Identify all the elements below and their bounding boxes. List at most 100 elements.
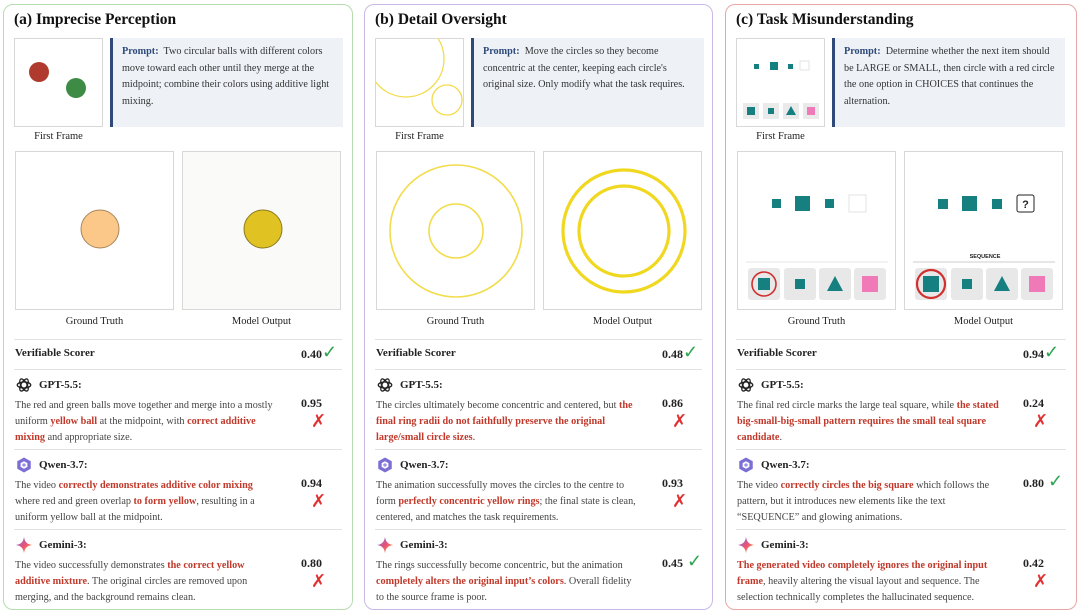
verifiable-scorer-label: Verifiable Scorer bbox=[15, 347, 95, 359]
model-score: 0.86 bbox=[662, 396, 683, 410]
qwen-icon bbox=[737, 456, 755, 474]
comment-text: , resulting in a uniform yellow ball at … bbox=[15, 496, 255, 523]
model-comment: The rings successfully become concentric… bbox=[376, 558, 638, 606]
cross-icon: ✗ bbox=[672, 411, 688, 431]
divider bbox=[14, 529, 342, 530]
divider bbox=[736, 449, 1066, 450]
comment-text: , heavily altering the visual layout and… bbox=[737, 576, 980, 603]
ground-truth-label: Ground Truth bbox=[426, 316, 485, 327]
model-name: Qwen-3.7: bbox=[761, 459, 810, 471]
model-output-image bbox=[182, 151, 341, 310]
first-frame-circles bbox=[376, 39, 463, 116]
model-score: 0.24 bbox=[1023, 396, 1044, 410]
ground-truth-image bbox=[15, 151, 174, 310]
comment-text: . Overall fidelity to the source frame i… bbox=[376, 576, 632, 603]
first-frame-label: First Frame bbox=[756, 131, 805, 142]
highlighted-text: perfectly concentric yellow rings bbox=[398, 496, 540, 507]
ground-truth-image bbox=[737, 151, 896, 310]
model-score: 0.80 bbox=[1023, 476, 1044, 490]
openai-icon bbox=[15, 376, 33, 394]
cross-icon: ✗ bbox=[311, 491, 327, 511]
model-name: Qwen-3.7: bbox=[39, 459, 88, 471]
panel-imprecise-perception: (a) Imprecise Perception First Frame Pro… bbox=[3, 4, 353, 610]
first-frame-label: First Frame bbox=[395, 131, 444, 142]
highlighted-text: the final ring radii do not faithfully p… bbox=[376, 400, 633, 443]
check-icon: ✓ bbox=[322, 342, 338, 362]
model-output-image bbox=[543, 151, 702, 310]
verifiable-scorer-score: 0.94 bbox=[1023, 347, 1044, 361]
model-comment: The video correctly demonstrates additiv… bbox=[15, 478, 277, 526]
model-comment: The circles ultimately become concentric… bbox=[376, 398, 638, 446]
first-frame-balls bbox=[29, 62, 86, 98]
check-icon: ✓ bbox=[1044, 342, 1060, 362]
qwen-icon bbox=[15, 456, 33, 474]
highlighted-text: correctly demonstrates additive color mi… bbox=[58, 480, 253, 491]
comment-text: . The original circles are removed upon … bbox=[15, 576, 248, 603]
check-icon: ✓ bbox=[683, 342, 699, 362]
panel-title: (a) Imprecise Perception bbox=[14, 11, 177, 28]
divider bbox=[375, 449, 702, 450]
highlighted-text: to form yellow bbox=[133, 496, 197, 507]
openai-icon bbox=[376, 376, 394, 394]
gemini-icon bbox=[376, 536, 394, 554]
check-icon: ✓ bbox=[687, 551, 703, 571]
comment-text: at the midpoint, with bbox=[97, 416, 188, 427]
qwen-icon bbox=[376, 456, 394, 474]
comment-text: The video bbox=[15, 480, 59, 491]
first-frame-image bbox=[375, 38, 464, 127]
model-name: Gemini-3: bbox=[39, 539, 87, 551]
panel-title: (b) Detail Oversight bbox=[375, 11, 507, 28]
comment-text: . bbox=[779, 432, 782, 443]
verifiable-scorer-label: Verifiable Scorer bbox=[737, 347, 817, 359]
highlighted-text: yellow ball bbox=[50, 416, 98, 427]
model-output-label: Model Output bbox=[592, 316, 653, 327]
comment-text: The rings successfully become concentric… bbox=[376, 560, 623, 571]
prompt-label: Prompt: bbox=[844, 46, 881, 57]
prompt-box: Prompt: Two circular balls with differen… bbox=[110, 38, 343, 127]
comment-text: The video bbox=[737, 480, 781, 491]
first-frame-image bbox=[14, 38, 103, 127]
highlighted-text: correctly circles the big square bbox=[780, 480, 914, 491]
ground-truth-image bbox=[376, 151, 535, 310]
model-name: Qwen-3.7: bbox=[400, 459, 449, 471]
model-output-sequence: ? SEQUENCE bbox=[913, 194, 1055, 300]
divider bbox=[736, 339, 1066, 340]
check-icon: ✓ bbox=[1048, 471, 1064, 491]
prompt-box: Prompt: Determine whether the next item … bbox=[832, 38, 1065, 127]
model-comment: The red and green balls move together an… bbox=[15, 398, 277, 446]
prompt-text: Two circular balls with different colors… bbox=[122, 46, 330, 107]
comment-text: ; the final state is clean, centered, an… bbox=[376, 496, 636, 523]
comment-text: The video successfully demonstrates bbox=[15, 560, 168, 571]
highlighted-text: The generated video completely ignores t… bbox=[737, 560, 988, 587]
divider bbox=[14, 369, 342, 370]
model-score: 0.93 bbox=[662, 476, 683, 490]
model-output-label: Model Output bbox=[953, 316, 1014, 327]
model-score: 0.45 bbox=[662, 556, 683, 570]
cross-icon: ✗ bbox=[1033, 571, 1049, 591]
model-comment: The video successfully demonstrates the … bbox=[15, 558, 277, 606]
gemini-icon bbox=[15, 536, 33, 554]
prompt-text: Determine whether the next item should b… bbox=[844, 46, 1055, 107]
cross-icon: ✗ bbox=[311, 411, 327, 431]
first-frame-label: First Frame bbox=[34, 131, 83, 142]
sequence-text: SEQUENCE bbox=[970, 254, 1001, 260]
divider bbox=[736, 529, 1066, 530]
model-name: GPT-5.5: bbox=[400, 379, 443, 391]
model-comment: The animation successfully moves the cir… bbox=[376, 478, 638, 526]
ground-truth-label: Ground Truth bbox=[65, 316, 124, 327]
comment-text: . bbox=[472, 432, 476, 443]
cross-icon: ✗ bbox=[311, 571, 327, 591]
ground-truth-ball bbox=[80, 209, 120, 249]
model-score: 0.95 bbox=[301, 396, 322, 410]
verifiable-scorer-score: 0.48 bbox=[662, 347, 683, 361]
comment-text: which follows the pattern, but it introd… bbox=[737, 480, 990, 523]
divider bbox=[14, 339, 342, 340]
first-frame-sequence bbox=[743, 60, 819, 119]
model-score: 0.80 bbox=[301, 556, 322, 570]
model-name: GPT-5.5: bbox=[761, 379, 804, 391]
model-output-image: ? SEQUENCE bbox=[904, 151, 1063, 310]
prompt-box: Prompt: Move the circles so they become … bbox=[471, 38, 704, 127]
panel-task-misunderstanding: (c) Task Misunderstanding First Frame Pr… bbox=[725, 4, 1077, 610]
cross-icon: ✗ bbox=[1033, 411, 1049, 431]
model-output-rings bbox=[561, 168, 687, 294]
